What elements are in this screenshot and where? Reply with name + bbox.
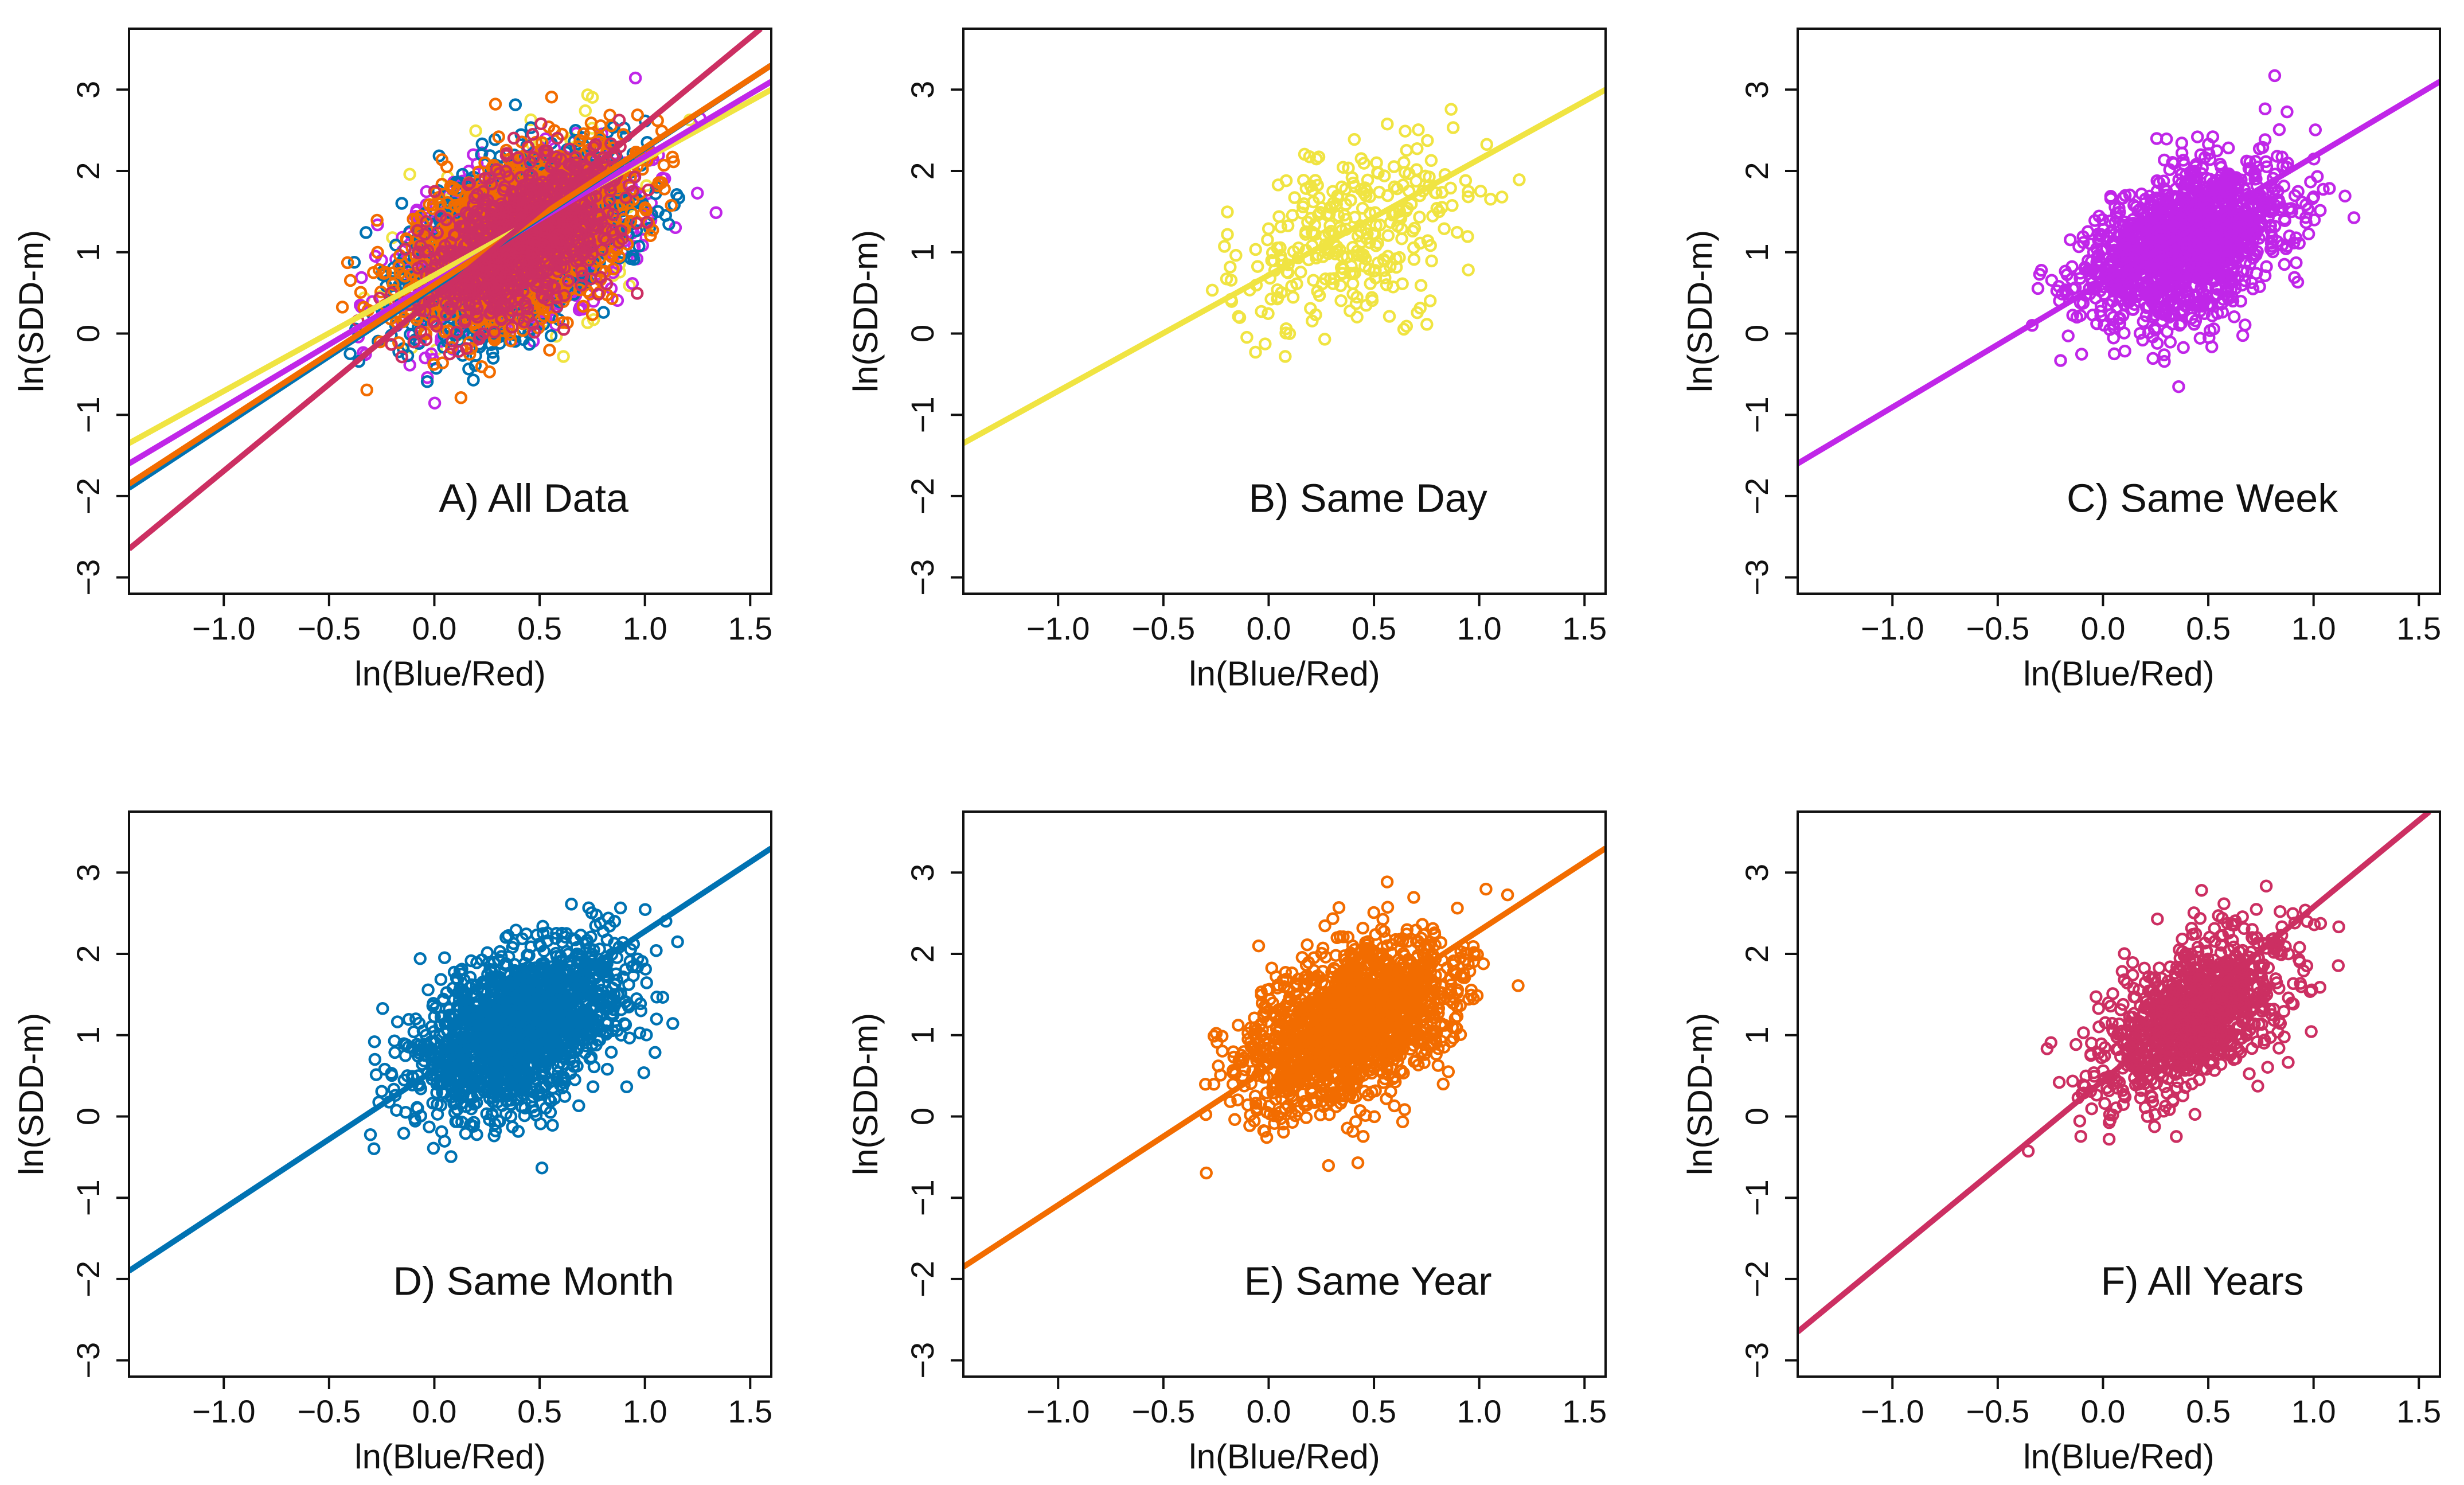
- data-point: [440, 160, 454, 174]
- data-point: [347, 256, 361, 269]
- data-point: [472, 165, 486, 179]
- data-point: [395, 350, 408, 364]
- data-point: [343, 274, 357, 287]
- data-point: [624, 215, 638, 228]
- data-point: [492, 130, 505, 143]
- data-point: [367, 266, 380, 279]
- data-point: [690, 186, 704, 200]
- data-point: [577, 127, 590, 141]
- data-point: [395, 197, 408, 210]
- panel-1: −1.0 −0.5 0.0 0.5 1.0 1.5−3−2−10123ln(Blue/Re…: [12, 28, 772, 693]
- data-point: [543, 344, 556, 357]
- data-point: [343, 347, 357, 360]
- data-point: [627, 252, 641, 266]
- data-point: [428, 396, 442, 410]
- data-point: [665, 198, 678, 212]
- data-point: [435, 178, 449, 191]
- series-all-years: [351, 114, 655, 364]
- data-point: [657, 158, 671, 172]
- data-point: [454, 391, 468, 404]
- data-point: [462, 363, 475, 376]
- data-point: [442, 324, 455, 337]
- data-point: [557, 350, 570, 363]
- data-point: [451, 184, 464, 197]
- data-point: [666, 150, 679, 164]
- data-point: [467, 148, 480, 161]
- data-point: [509, 98, 522, 111]
- data-point: [651, 205, 665, 219]
- data-point: [467, 373, 480, 387]
- data-point: [427, 358, 440, 371]
- data-point: [335, 301, 349, 314]
- data-point: [486, 352, 500, 365]
- data-point: [522, 338, 536, 351]
- data-point: [631, 108, 645, 122]
- data-point: [548, 124, 561, 137]
- data-point: [370, 213, 384, 227]
- data-point: [576, 299, 590, 313]
- data-point: [628, 71, 642, 85]
- data-point: [669, 221, 682, 235]
- data-point: [373, 335, 387, 349]
- data-point: [360, 226, 373, 239]
- data-point: [421, 371, 434, 384]
- data-point: [594, 119, 607, 132]
- data-point: [537, 309, 550, 322]
- data-point: [646, 224, 659, 237]
- data-point: [632, 239, 646, 253]
- data-point: [436, 356, 449, 369]
- data-point: [642, 184, 655, 197]
- data-point: [371, 245, 384, 259]
- data-point: [403, 167, 416, 181]
- data-point: [360, 383, 373, 397]
- data-point: [386, 278, 400, 291]
- data-point: [545, 90, 559, 104]
- data-point: [483, 365, 496, 379]
- data-point: [626, 277, 639, 290]
- data-point: [563, 142, 576, 156]
- data-point: [469, 124, 482, 138]
- data-point: [489, 98, 502, 111]
- data-point: [655, 176, 668, 189]
- data-point: [503, 328, 517, 341]
- plot-area: [129, 29, 771, 551]
- data-point: [371, 218, 384, 232]
- data-point: [420, 375, 434, 388]
- data-point: [464, 342, 478, 355]
- data-point: [658, 182, 671, 196]
- data-point: [585, 91, 599, 104]
- data-point: [709, 206, 723, 219]
- data-point: [486, 345, 499, 359]
- data-point: [488, 333, 502, 346]
- data-point: [392, 260, 405, 273]
- data-point: [612, 250, 626, 263]
- data-point: [606, 292, 619, 305]
- data-point: [585, 308, 599, 321]
- data-point: [626, 193, 640, 206]
- data-point: [607, 262, 620, 276]
- data-point: [624, 206, 638, 220]
- data-point: [355, 271, 368, 284]
- data-point: [341, 256, 354, 270]
- data-point: [505, 321, 519, 334]
- data-point: [423, 198, 436, 211]
- data-point: [516, 323, 530, 337]
- data-point: [638, 201, 652, 215]
- data-point: [354, 286, 368, 299]
- data-point: [597, 306, 610, 319]
- data-point: [579, 104, 592, 118]
- data-point: [544, 329, 558, 342]
- data-point: [670, 188, 684, 201]
- data-point: [545, 311, 559, 324]
- data-point: [504, 334, 517, 348]
- data-point: [392, 336, 405, 349]
